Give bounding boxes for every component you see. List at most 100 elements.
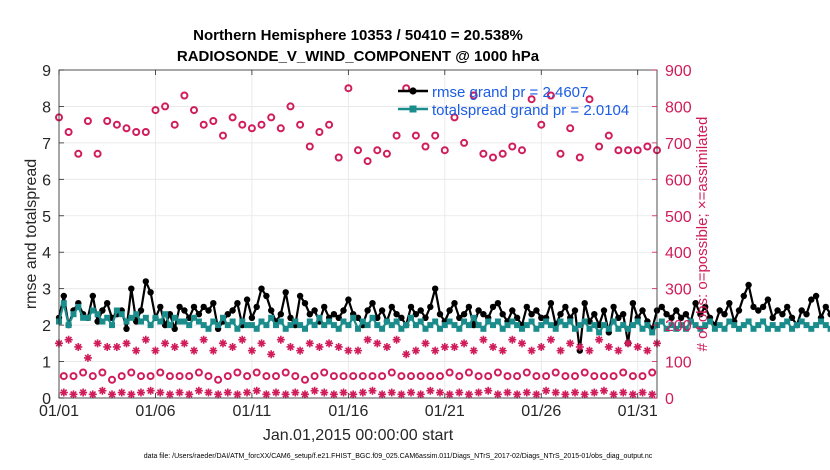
assimilated-obs-point bbox=[300, 390, 309, 399]
possible-obs-point bbox=[421, 142, 430, 151]
assimilated-obs-point bbox=[83, 353, 92, 362]
rmse-point bbox=[499, 311, 506, 318]
totalspread-point bbox=[142, 314, 149, 321]
possible-obs-point bbox=[286, 102, 295, 111]
assimilated-obs-point bbox=[223, 388, 232, 397]
totalspread-point bbox=[75, 303, 82, 310]
possible-obs-point bbox=[604, 131, 613, 140]
rmse-point bbox=[460, 311, 468, 318]
totalspread-point bbox=[456, 325, 463, 332]
possible-obs-point bbox=[464, 368, 473, 377]
rmse-point bbox=[210, 300, 217, 307]
assimilated-obs-point bbox=[218, 339, 227, 348]
totalspread-point bbox=[427, 322, 434, 329]
assimilated-obs-point bbox=[382, 342, 391, 351]
totalspread-point bbox=[740, 322, 747, 329]
rmse-point bbox=[407, 303, 415, 311]
totalspread-point bbox=[181, 318, 188, 325]
assimilated-obs-point bbox=[464, 390, 473, 399]
assimilated-obs-point bbox=[363, 335, 372, 344]
possible-obs-point bbox=[257, 120, 266, 129]
assimilated-obs-point bbox=[358, 388, 367, 397]
rmse-point bbox=[726, 300, 733, 307]
assimilated-obs-point bbox=[416, 390, 425, 399]
possible-obs-point bbox=[484, 372, 493, 381]
totalspread-point bbox=[470, 314, 477, 321]
assimilated-obs-point bbox=[310, 386, 319, 395]
totalspread-point bbox=[94, 311, 101, 318]
y-tick-label: 9 bbox=[42, 63, 51, 80]
assimilated-obs-point bbox=[320, 388, 329, 397]
rmse-point bbox=[595, 321, 603, 329]
assimilated-obs-point bbox=[146, 386, 155, 395]
possible-obs-point bbox=[416, 372, 425, 381]
rmse-point bbox=[369, 300, 376, 307]
totalspread-point bbox=[273, 322, 279, 329]
assimilated-obs-point bbox=[329, 390, 338, 399]
rmse-point bbox=[586, 318, 593, 325]
assimilated-obs-point bbox=[392, 335, 401, 344]
assimilated-obs-point bbox=[59, 388, 68, 397]
rmse-point bbox=[489, 303, 497, 311]
assimilated-obs-point bbox=[161, 339, 170, 348]
possible-obs-point bbox=[339, 372, 348, 381]
rmse-point bbox=[268, 307, 275, 314]
assimilated-obs-point bbox=[580, 390, 589, 399]
assimilated-obs-point bbox=[170, 342, 179, 351]
rmse-point bbox=[330, 311, 338, 318]
totalspread-point bbox=[629, 322, 636, 329]
possible-obs-point bbox=[595, 142, 604, 151]
assimilated-obs-point bbox=[267, 350, 276, 359]
totalspread-point bbox=[200, 322, 207, 329]
assimilated-obs-point bbox=[151, 346, 160, 355]
totalspread-point bbox=[330, 322, 337, 329]
assimilated-obs-point bbox=[571, 388, 580, 397]
possible-obs-point bbox=[455, 372, 464, 381]
rmse-point bbox=[475, 307, 482, 314]
rmse-point bbox=[620, 311, 627, 318]
assimilated-obs-point bbox=[435, 388, 444, 397]
totalspread-point bbox=[417, 318, 424, 325]
rmse-point bbox=[682, 311, 690, 318]
totalspread-point bbox=[615, 325, 622, 332]
legend-totalspread-marker bbox=[409, 105, 417, 113]
totalspread-point bbox=[152, 314, 159, 321]
totalspread-point bbox=[302, 325, 308, 332]
rmse-point bbox=[827, 311, 830, 318]
totalspread-point bbox=[591, 322, 598, 329]
rmse-point bbox=[750, 303, 757, 311]
legend-totalspread-label: totalspread grand pr = 2.0104 bbox=[432, 102, 629, 119]
totalspread-point bbox=[711, 325, 718, 332]
totalspread-point bbox=[355, 325, 361, 332]
totalspread-point bbox=[263, 322, 270, 329]
totalspread-point bbox=[113, 307, 120, 314]
rmse-point bbox=[557, 311, 564, 318]
totalspread-point bbox=[639, 325, 646, 332]
totalspread-point bbox=[388, 322, 395, 329]
assimilated-obs-point bbox=[296, 346, 305, 355]
assimilated-obs-point bbox=[566, 339, 575, 348]
rmse-point bbox=[166, 311, 174, 318]
assimilated-obs-point bbox=[354, 346, 362, 355]
rmse-point bbox=[142, 278, 149, 285]
possible-obs-point bbox=[214, 375, 223, 384]
x-tick-label: 01/11 bbox=[232, 403, 271, 420]
rmse-point bbox=[571, 307, 579, 314]
possible-obs-point bbox=[489, 153, 497, 162]
rmse-point bbox=[422, 314, 429, 321]
assimilated-obs-point bbox=[315, 342, 324, 351]
assimilated-obs-point bbox=[79, 388, 88, 397]
rmse-point bbox=[523, 303, 530, 311]
y-right-tick-label: 600 bbox=[665, 172, 692, 189]
totalspread-point bbox=[210, 318, 217, 325]
rmse-point bbox=[157, 303, 164, 311]
totalspread-point bbox=[779, 322, 786, 329]
rmse-point bbox=[784, 303, 791, 311]
possible-obs-point bbox=[209, 117, 218, 125]
totalspread-point bbox=[205, 325, 212, 332]
assimilated-obs-point bbox=[542, 386, 551, 395]
totalspread-point bbox=[663, 325, 670, 332]
assimilated-obs-point bbox=[426, 386, 435, 395]
assimilated-obs-point bbox=[262, 390, 271, 399]
assimilated-obs-point bbox=[74, 342, 83, 351]
